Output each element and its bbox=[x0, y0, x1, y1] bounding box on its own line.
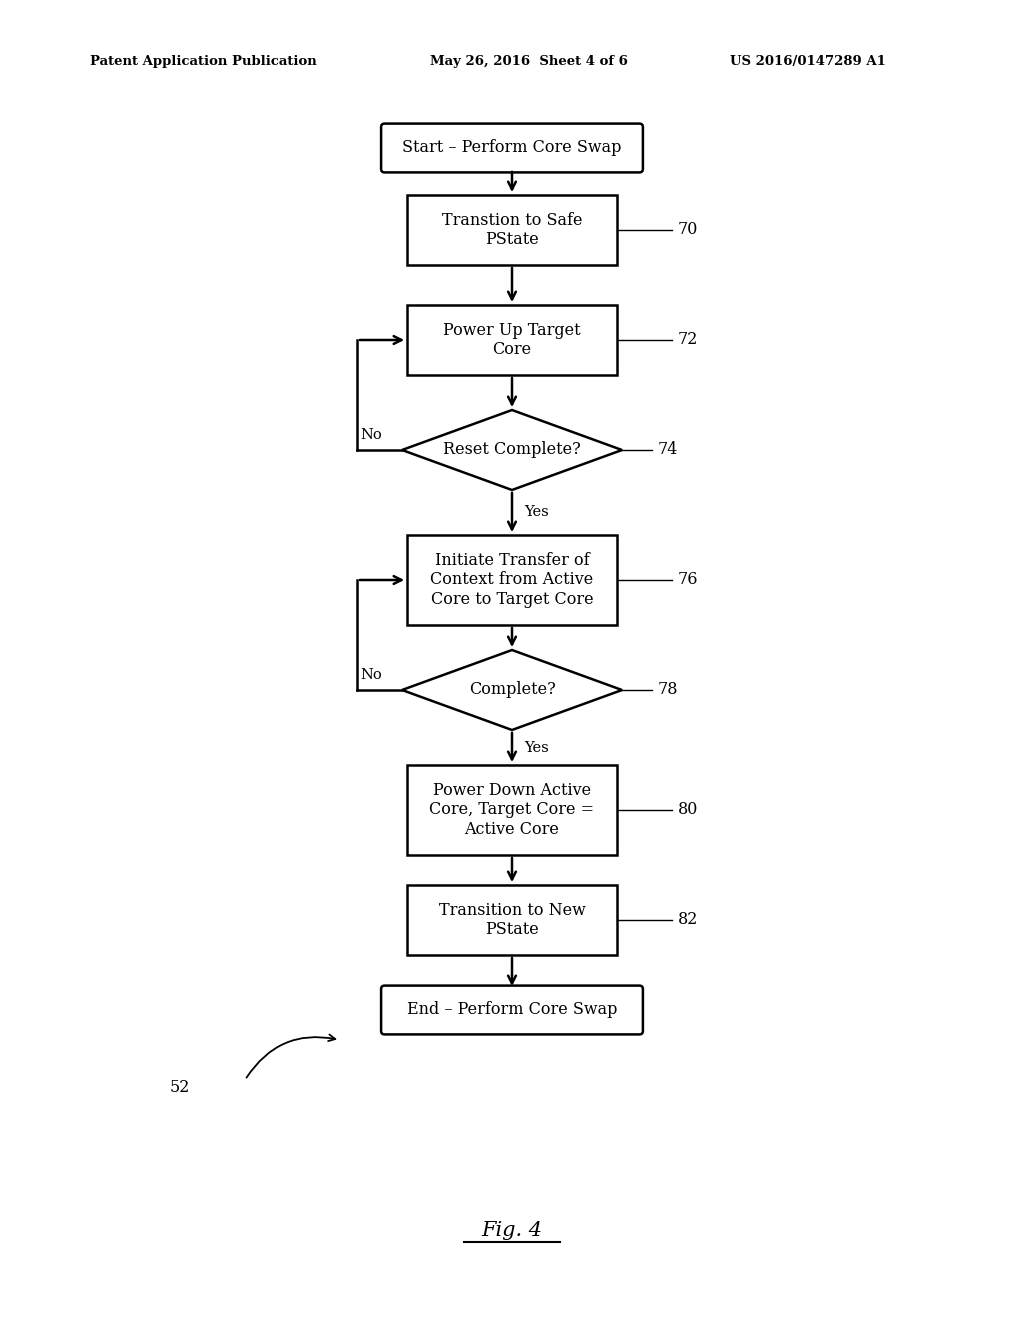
Text: 82: 82 bbox=[678, 912, 698, 928]
Text: Transition to New
PState: Transition to New PState bbox=[438, 902, 586, 939]
FancyBboxPatch shape bbox=[381, 124, 643, 173]
Polygon shape bbox=[402, 649, 622, 730]
Text: Start – Perform Core Swap: Start – Perform Core Swap bbox=[402, 140, 622, 157]
Text: Yes: Yes bbox=[524, 506, 549, 520]
Text: 70: 70 bbox=[678, 222, 698, 239]
Text: No: No bbox=[360, 668, 382, 682]
Text: US 2016/0147289 A1: US 2016/0147289 A1 bbox=[730, 55, 886, 69]
Text: 78: 78 bbox=[658, 681, 679, 698]
Text: 72: 72 bbox=[678, 331, 698, 348]
Text: 80: 80 bbox=[678, 801, 698, 818]
FancyBboxPatch shape bbox=[381, 986, 643, 1035]
Text: 74: 74 bbox=[658, 441, 678, 458]
Bar bbox=[407, 305, 617, 375]
Text: Patent Application Publication: Patent Application Publication bbox=[90, 55, 316, 69]
Text: May 26, 2016  Sheet 4 of 6: May 26, 2016 Sheet 4 of 6 bbox=[430, 55, 628, 69]
Bar bbox=[407, 535, 617, 624]
Text: Transtion to Safe
PState: Transtion to Safe PState bbox=[441, 211, 583, 248]
Polygon shape bbox=[402, 411, 622, 490]
Text: No: No bbox=[360, 428, 382, 442]
Text: End – Perform Core Swap: End – Perform Core Swap bbox=[407, 1002, 617, 1019]
Text: 52: 52 bbox=[170, 1080, 190, 1097]
Text: Initiate Transfer of
Context from Active
Core to Target Core: Initiate Transfer of Context from Active… bbox=[430, 552, 594, 609]
FancyArrowPatch shape bbox=[247, 1035, 335, 1077]
Text: Yes: Yes bbox=[524, 741, 549, 755]
Text: Power Up Target
Core: Power Up Target Core bbox=[443, 322, 581, 358]
Bar bbox=[407, 884, 617, 954]
Text: 76: 76 bbox=[678, 572, 698, 589]
Bar bbox=[407, 766, 617, 855]
Text: Fig. 4: Fig. 4 bbox=[481, 1221, 543, 1239]
Bar bbox=[407, 195, 617, 265]
Text: Power Down Active
Core, Target Core =
Active Core: Power Down Active Core, Target Core = Ac… bbox=[429, 781, 595, 838]
Text: Reset Complete?: Reset Complete? bbox=[443, 441, 581, 458]
Text: Complete?: Complete? bbox=[469, 681, 555, 698]
